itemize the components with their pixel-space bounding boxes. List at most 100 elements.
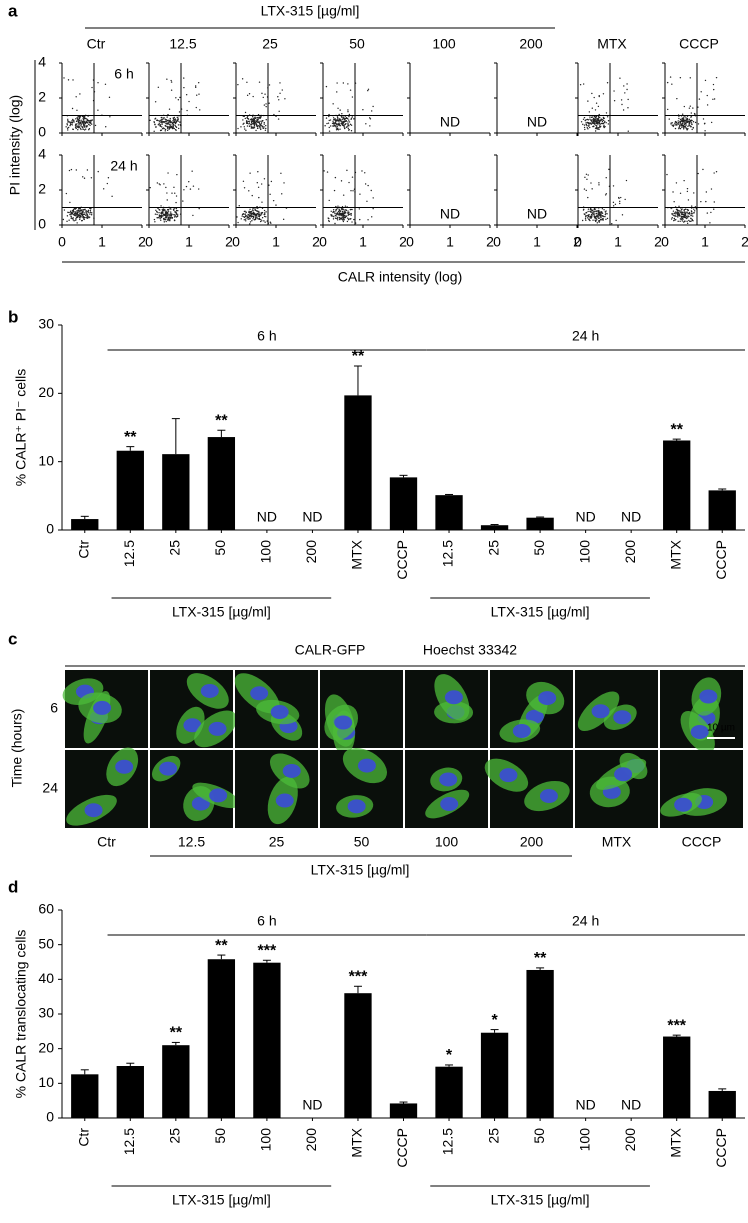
event-dot <box>249 208 251 210</box>
event-dot <box>183 189 185 191</box>
x-tick-label: 12.5 <box>440 1128 456 1155</box>
cell-nucleus <box>444 690 463 705</box>
event-dot <box>259 214 261 216</box>
event-dot <box>170 81 173 83</box>
event-dot <box>166 116 168 118</box>
event-dot <box>693 210 696 212</box>
event-dot <box>158 208 161 211</box>
event-dot <box>666 81 669 84</box>
event-dot <box>601 120 604 123</box>
event-dot <box>154 123 156 125</box>
event-dot <box>580 121 583 123</box>
event-dot <box>260 128 262 131</box>
event-dot <box>332 117 335 119</box>
x-tick-label: 12.5 <box>121 1128 137 1155</box>
event-dot <box>168 108 171 110</box>
event-dot <box>159 120 161 123</box>
event-dot <box>265 124 267 127</box>
panel-label: d <box>8 877 18 896</box>
event-dot <box>687 128 689 130</box>
cell-nucleus <box>270 705 289 720</box>
event-dot <box>255 124 258 126</box>
event-dot <box>66 127 69 129</box>
event-dot <box>334 214 337 217</box>
event-dot <box>624 198 626 201</box>
event-dot <box>688 118 691 121</box>
event-dot <box>677 211 679 214</box>
event-dot <box>590 210 592 212</box>
event-dot <box>70 213 72 215</box>
event-dot <box>597 128 599 130</box>
event-dot <box>167 213 169 215</box>
event-dot <box>175 207 178 210</box>
event-dot <box>341 112 343 115</box>
event-dot <box>260 218 262 221</box>
x-tick-label: CCCP <box>713 1128 729 1168</box>
event-dot <box>337 117 339 119</box>
event-dot <box>171 213 173 216</box>
event-dot <box>268 102 270 104</box>
event-dot <box>613 100 616 102</box>
event-dot <box>63 209 66 211</box>
event-dot <box>188 181 190 183</box>
event-dot <box>71 107 74 110</box>
event-dot <box>75 96 77 98</box>
event-dot <box>590 208 592 211</box>
event-dot <box>83 118 86 120</box>
event-dot <box>248 93 251 95</box>
event-dot <box>183 86 185 89</box>
column-label: MTX <box>597 36 627 52</box>
event-dot <box>339 109 341 111</box>
event-dot <box>161 123 163 125</box>
event-dot <box>328 220 330 223</box>
event-dot <box>165 186 167 189</box>
event-dot <box>341 217 343 220</box>
value-label: ND <box>257 509 277 525</box>
event-dot <box>582 118 585 121</box>
event-dot <box>335 127 338 129</box>
significance: ** <box>352 348 365 365</box>
event-dot <box>245 220 247 222</box>
event-dot <box>370 110 373 112</box>
event-dot <box>79 211 81 213</box>
panel-label: c <box>8 629 17 648</box>
bar <box>162 454 190 530</box>
event-dot <box>372 105 374 108</box>
event-dot <box>166 125 168 127</box>
event-dot <box>89 213 91 215</box>
event-dot <box>244 111 247 114</box>
event-dot <box>668 118 670 120</box>
event-dot <box>676 213 678 215</box>
event-dot <box>682 218 684 221</box>
event-dot <box>242 123 244 125</box>
event-dot <box>86 119 89 121</box>
event-dot <box>249 214 252 217</box>
event-dot <box>97 170 99 173</box>
event-dot <box>78 118 81 120</box>
cell-nucleus <box>93 700 112 715</box>
event-dot <box>88 129 90 131</box>
event-dot <box>72 211 74 213</box>
event-dot <box>587 210 589 213</box>
event-dot <box>186 109 188 112</box>
event-dot <box>700 200 702 203</box>
bar <box>207 959 236 1118</box>
event-dot <box>256 121 259 123</box>
event-dot <box>599 212 601 214</box>
event-dot <box>168 126 170 128</box>
event-dot <box>283 182 285 184</box>
event-dot <box>591 121 593 123</box>
event-dot <box>254 208 256 210</box>
event-dot <box>80 128 82 131</box>
event-dot <box>257 215 259 217</box>
event-dot <box>173 120 175 123</box>
event-dot <box>676 209 679 211</box>
event-dot <box>672 191 674 193</box>
event-dot <box>156 217 158 219</box>
y-tick-label: 2 <box>38 89 46 105</box>
event-dot <box>261 201 263 203</box>
event-dot <box>683 221 685 223</box>
event-dot <box>174 124 176 127</box>
event-dot <box>189 188 192 190</box>
event-dot <box>337 213 339 216</box>
